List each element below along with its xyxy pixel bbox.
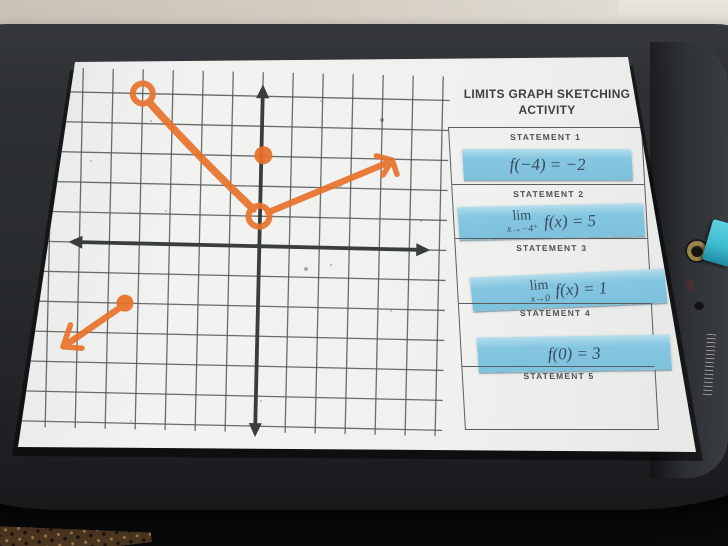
ray-up-right-arrowhead — [373, 153, 400, 178]
closed-point-0-3 — [254, 146, 273, 165]
screw-hole — [694, 301, 704, 310]
segment-neg4-5-to-0-1 — [145, 98, 257, 213]
statement-1-card: f(−4) = −2 — [462, 149, 633, 180]
lim-word: lim — [511, 208, 532, 224]
worksheet-title: LIMITS GRAPH SKETCHING ACTIVITY — [446, 86, 648, 118]
y-axis-down-arrow — [248, 423, 262, 438]
ray-up-right — [264, 158, 393, 216]
statement-4-section: STATEMENT 4 f(0) = 3 — [458, 303, 672, 373]
statement-2-card: lim x→−4⁺ f(x) = 5 — [457, 203, 646, 240]
statement-2-header: STATEMENT 2 — [512, 189, 585, 199]
statement-5-header: STATEMENT 5 — [523, 371, 595, 381]
statement-2-section: STATEMENT 2 lim x→−4⁺ f(x) = 5 — [452, 184, 648, 240]
statement-3-section: STATEMENT 3 lim x→0 f(x) = 1 — [455, 238, 668, 312]
statement-1-section: STATEMENT 1 f(−4) = −2 — [449, 128, 644, 184]
statements-panel: STATEMENT 1 f(−4) = −2 STATEMENT 2 lim x… — [448, 127, 672, 430]
lim-subscript: x→−4⁺ — [506, 223, 539, 235]
statement-2-formula: f(x) = 5 — [543, 210, 597, 231]
statement-3-formula: f(x) = 1 — [554, 278, 609, 300]
ray-down-left — [62, 303, 125, 349]
y-axis-up-arrow — [256, 84, 270, 99]
title-line-1: LIMITS GRAPH SKETCHING — [463, 87, 631, 101]
statement-3-header: STATEMENT 3 — [515, 243, 588, 253]
open-point-0-1 — [245, 202, 273, 230]
statement-1-formula: f(−4) = −2 — [509, 154, 587, 174]
open-point-neg4-5 — [129, 80, 156, 107]
limit-operator: lim x→−4⁺ — [506, 208, 539, 235]
bezel-smudge — [684, 276, 696, 294]
statement-4-formula: f(0) = 3 — [546, 343, 602, 363]
statement-4-header: STATEMENT 4 — [519, 308, 592, 318]
statement-5-section: STATEMENT 5 — [462, 366, 658, 428]
orange-marker-sketch — [60, 80, 400, 351]
x-axis-left-arrow — [68, 235, 83, 249]
ray-down-left-arrowhead — [60, 322, 85, 351]
hand-drawn-graph — [18, 66, 450, 438]
x-axis-right-arrow — [416, 243, 431, 257]
statement-1-header: STATEMENT 1 — [509, 132, 582, 142]
lim-word: lim — [529, 277, 550, 294]
limit-operator: lim x→0 — [529, 277, 551, 304]
title-line-2: ACTIVITY — [518, 103, 576, 118]
